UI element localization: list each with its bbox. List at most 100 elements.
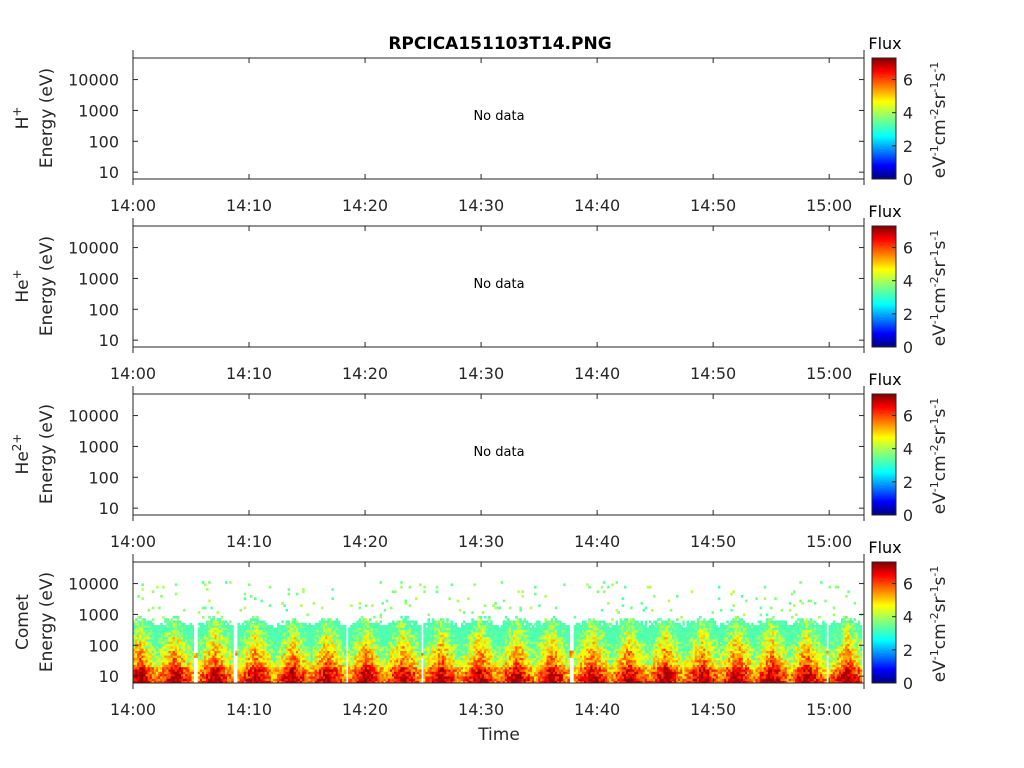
heatmap-cell [429, 625, 433, 628]
heatmap-cell [331, 588, 334, 591]
heatmap-cell [437, 678, 441, 682]
heatmap-cell [247, 648, 251, 651]
heatmap-cell [287, 662, 291, 665]
heatmap-cell [291, 625, 295, 628]
heatmap-cell [250, 620, 253, 624]
heatmap-cell [460, 659, 464, 663]
heatmap-cell [423, 629, 426, 633]
heatmap-cell [488, 629, 491, 633]
heatmap-cell [201, 655, 205, 658]
heatmap-cell [498, 646, 501, 649]
heatmap-cell [291, 659, 295, 663]
heatmap-cell [419, 643, 422, 647]
heatmap-cell [185, 646, 188, 649]
heatmap-cell [247, 657, 251, 661]
heatmap-cell [348, 636, 351, 640]
heatmap-cell [245, 652, 249, 656]
heatmap-cell [316, 636, 320, 640]
heatmap-cell [404, 622, 407, 626]
heatmap-cell [431, 643, 435, 647]
heatmap-cell [412, 639, 416, 642]
heatmap-cell [178, 627, 182, 631]
heatmap-cell [208, 622, 211, 626]
heatmap-cell [343, 655, 347, 658]
heatmap-cell [260, 678, 263, 682]
heatmap-cell [456, 627, 460, 631]
heatmap-cell [201, 622, 205, 626]
heatmap-cell [488, 646, 491, 649]
heatmap-cell [389, 641, 393, 644]
heatmap-cell [383, 669, 387, 672]
heatmap-cell [254, 639, 257, 642]
heatmap-cell [358, 606, 362, 610]
heatmap-cell [189, 662, 192, 665]
heatmap-cell [323, 664, 326, 668]
heatmap-cell [335, 627, 339, 631]
heatmap-cell [252, 622, 255, 626]
heatmap-cell [135, 673, 138, 677]
heatmap-cell [302, 627, 305, 631]
heatmap-cell [139, 657, 142, 661]
heatmap-cell [137, 678, 140, 682]
heatmap-cell [364, 632, 368, 635]
heatmap-cell [285, 636, 288, 640]
heatmap-cell [412, 655, 416, 658]
heatmap-cell [206, 629, 209, 633]
heatmap-cell [377, 659, 380, 663]
heatmap-cell [477, 643, 481, 647]
heatmap-cell [300, 648, 303, 651]
heatmap-cell [181, 673, 184, 677]
heatmap-cell [272, 634, 276, 638]
heatmap-cell [511, 636, 514, 640]
heatmap-cell [350, 650, 353, 654]
heatmap-cell [339, 671, 343, 675]
heatmap-cell [371, 652, 374, 656]
heatmap-cell [381, 669, 384, 672]
heatmap-cell [327, 680, 330, 684]
heatmap-cell [210, 655, 213, 658]
heatmap-cell [262, 622, 265, 626]
heatmap-cell [143, 639, 146, 642]
heatmap-cell [174, 639, 178, 642]
heatmap-cell [341, 648, 345, 651]
heatmap-cell [410, 659, 414, 663]
heatmap-cell [402, 652, 405, 656]
heatmap-cell [379, 666, 382, 670]
heatmap-cell [295, 673, 299, 677]
heatmap-cell [166, 634, 169, 638]
heatmap-cell [504, 643, 508, 647]
heatmap-cell [164, 641, 167, 644]
heatmap-cell [197, 636, 201, 640]
heatmap-cell [496, 606, 499, 610]
heatmap-cell [316, 673, 320, 677]
heatmap-cell [423, 648, 426, 651]
heatmap-cell [170, 618, 174, 621]
heatmap-cell [291, 636, 295, 640]
heatmap-cell [335, 676, 339, 679]
heatmap-cell [277, 622, 280, 626]
heatmap-cell [312, 669, 316, 672]
heatmap-cell [389, 625, 393, 628]
heatmap-cell [352, 643, 355, 647]
heatmap-cell [295, 627, 299, 631]
heatmap-cell [137, 595, 140, 598]
heatmap-cell [254, 648, 257, 651]
heatmap-cell [389, 652, 393, 656]
heatmap-cell [473, 652, 476, 656]
heatmap-cell [425, 643, 428, 647]
heatmap-cell [277, 669, 280, 672]
heatmap-cell [373, 662, 376, 665]
heatmap-cell [210, 659, 213, 663]
heatmap-cell [323, 655, 326, 658]
heatmap-cell [295, 652, 299, 656]
heatmap-cell [348, 634, 351, 638]
heatmap-cell [433, 643, 437, 647]
heatmap-cell [166, 680, 169, 684]
heatmap-cell [354, 639, 357, 642]
heatmap-cell [229, 652, 232, 656]
heatmap-cell [245, 625, 249, 628]
heatmap-cell [404, 639, 407, 642]
heatmap-cell [283, 680, 286, 684]
heatmap-cell [185, 625, 188, 628]
heatmap-cell [423, 671, 426, 675]
